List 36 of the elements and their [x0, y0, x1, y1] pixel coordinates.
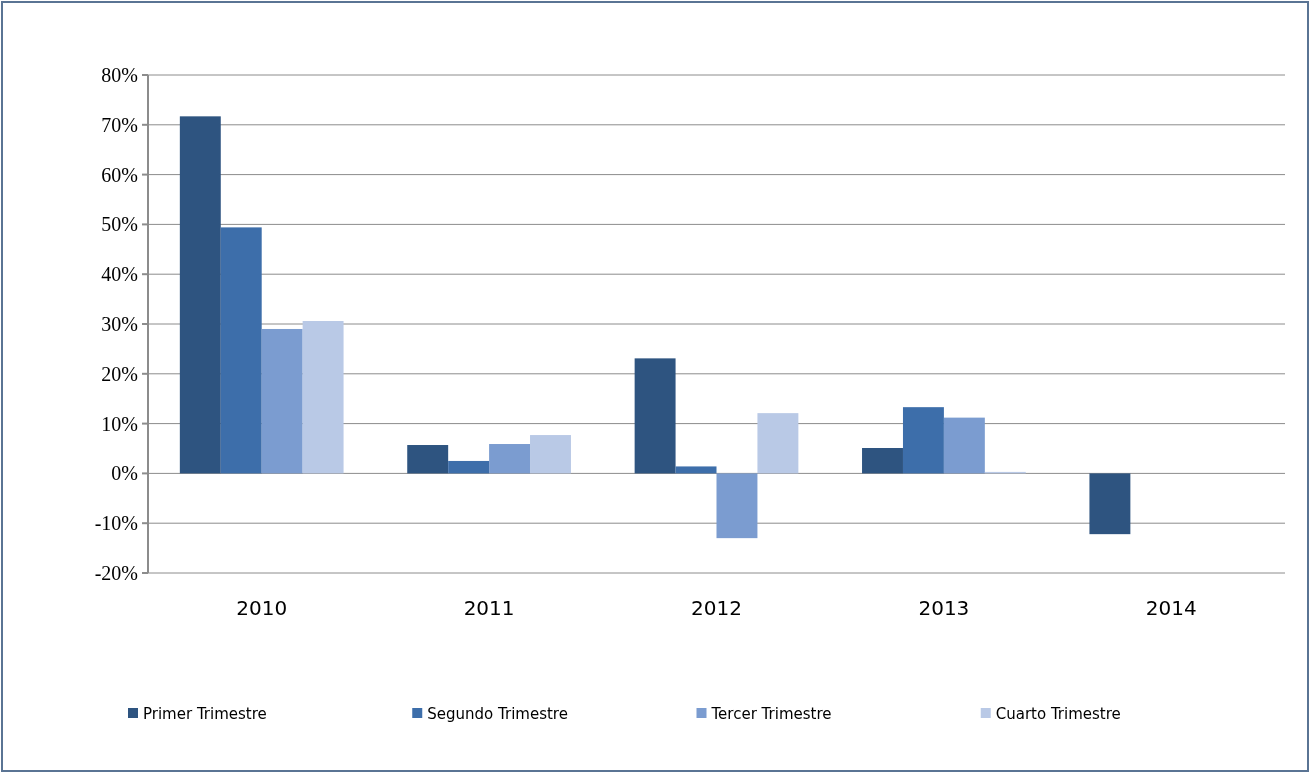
x-tick-label: 2011	[463, 596, 515, 620]
bar	[902, 407, 944, 474]
y-tick-label: 60%	[101, 163, 138, 186]
legend-label: Cuarto Trimestre	[995, 705, 1121, 724]
x-tick-label: 2010	[236, 596, 288, 620]
bar	[489, 444, 531, 474]
bar	[261, 328, 303, 474]
bar	[448, 460, 490, 474]
bar	[943, 417, 985, 474]
y-tick-label: 10%	[101, 412, 138, 435]
y-tick-label: -20%	[94, 562, 138, 584]
legend-label: Primer Trimestre	[143, 705, 267, 724]
y-tick-label: 50%	[101, 213, 138, 236]
bar	[757, 413, 799, 474]
legend-label: Tercer Trimestre	[710, 705, 832, 724]
x-tick-label: 2013	[918, 596, 970, 620]
bar	[1089, 473, 1131, 535]
y-tick-label: 20%	[101, 362, 138, 385]
y-tick-label: 70%	[101, 113, 138, 136]
y-tick-label: 80%	[101, 64, 138, 86]
bar	[302, 321, 344, 474]
bar	[179, 116, 221, 474]
y-tick-label: 0%	[111, 462, 138, 485]
bar	[716, 473, 758, 539]
bar	[675, 466, 717, 474]
bar	[530, 435, 571, 474]
bar	[634, 358, 676, 474]
bar	[407, 445, 449, 474]
bar	[220, 227, 262, 474]
y-tick-label: 40%	[101, 263, 138, 286]
y-tick-label: -10%	[94, 512, 138, 535]
bar	[862, 448, 903, 474]
y-tick-label: 30%	[101, 313, 138, 335]
legend-label: Segundo Trimestre	[427, 705, 568, 724]
x-tick-label: 2014	[1145, 596, 1197, 620]
x-tick-label: 2012	[691, 596, 742, 620]
